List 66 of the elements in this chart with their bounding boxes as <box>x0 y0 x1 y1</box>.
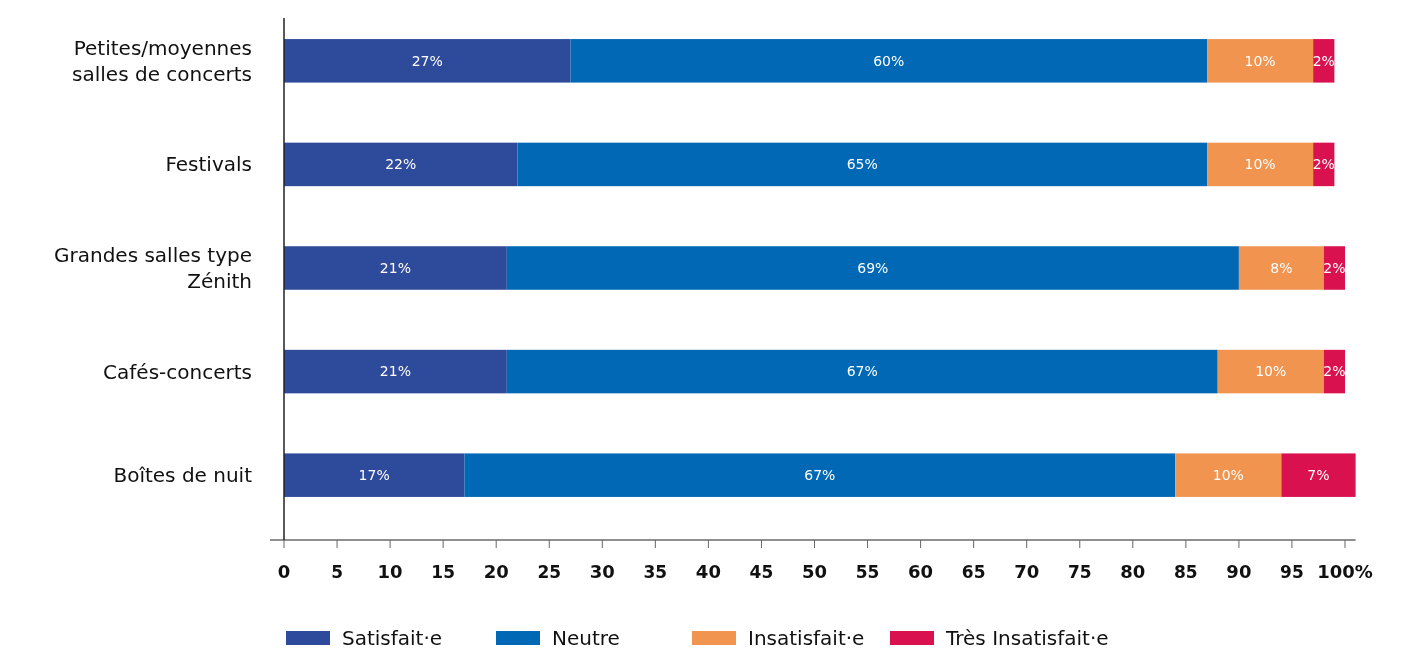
data-label: 27% <box>411 52 443 69</box>
bar <box>284 246 507 290</box>
data-label: 22% <box>385 156 417 173</box>
x-tick-label: 55 <box>855 562 880 582</box>
y-tick-label: Festivals <box>165 152 252 177</box>
legend-label: Satisfait·e <box>342 626 443 650</box>
data-label: 10% <box>1255 363 1287 380</box>
y-tick-label: Cafés-concerts <box>103 359 252 384</box>
bar <box>284 142 518 187</box>
bar <box>1217 349 1324 394</box>
data-label: 67% <box>804 467 836 484</box>
x-tick-label: 90 <box>1226 561 1252 582</box>
x-tick-label: 45 <box>749 562 774 582</box>
data-label: 7% <box>1307 467 1330 484</box>
x-tick-label: 80 <box>1120 561 1146 582</box>
bar <box>284 349 507 394</box>
data-label: 65% <box>846 156 878 173</box>
bar <box>506 246 1239 290</box>
data-label: 10% <box>1212 467 1244 484</box>
data-label: 2% <box>1312 156 1335 173</box>
x-tick-label: 70 <box>1014 561 1040 582</box>
data-label: 8% <box>1270 259 1293 276</box>
data-label: 2% <box>1312 52 1335 69</box>
bar <box>284 39 571 83</box>
data-label: 10% <box>1244 156 1276 173</box>
x-tick-label: 20 <box>483 561 509 582</box>
x-tick-label: 10 <box>377 561 403 582</box>
legend-label: Insatisfait·e <box>748 626 865 650</box>
data-label: 69% <box>857 259 889 276</box>
bar <box>570 39 1208 83</box>
data-label: 2% <box>1323 259 1346 276</box>
bar <box>1207 39 1314 83</box>
data-label: 17% <box>358 467 390 484</box>
data-label: 2% <box>1323 363 1346 380</box>
legend-label: Très Insatisfait·e <box>945 626 1109 650</box>
x-tick-label: 0 <box>277 561 291 582</box>
bar <box>464 453 1176 497</box>
bar <box>1238 246 1324 290</box>
data-label: 21% <box>379 363 411 380</box>
y-tick-label: Boîtes de nuit <box>113 463 253 488</box>
x-tick-label: 5 <box>331 562 343 582</box>
data-label: 67% <box>846 363 878 380</box>
x-tick-label: 35 <box>643 562 668 582</box>
x-tick-label: 60 <box>908 561 934 582</box>
x-tick-label: 95 <box>1280 562 1304 582</box>
data-label: 60% <box>873 52 905 69</box>
x-tick-label: 25 <box>537 562 562 582</box>
x-tick-label: 75 <box>1067 562 1092 582</box>
y-tick-label: Petites/moyennes salles de concerts <box>72 35 252 86</box>
x-tick-label: 65 <box>961 562 986 582</box>
x-tick-label: 100% <box>1317 561 1373 582</box>
bar <box>506 349 1218 394</box>
x-tick-label: 15 <box>431 562 455 582</box>
y-tick-label: Grandes salles type Zénith <box>54 243 252 293</box>
x-tick-label: 85 <box>1174 562 1198 582</box>
bar <box>1281 453 1356 497</box>
data-label: 21% <box>379 259 411 276</box>
x-tick-label: 50 <box>801 561 828 582</box>
data-label: 10% <box>1244 52 1276 69</box>
bar <box>1175 453 1282 497</box>
x-tick-label: 40 <box>695 561 721 582</box>
bar <box>1207 142 1314 187</box>
x-tick-label: 30 <box>589 561 615 582</box>
bar <box>517 142 1208 187</box>
legend-label: Neutre <box>552 626 620 650</box>
bar <box>284 453 465 497</box>
